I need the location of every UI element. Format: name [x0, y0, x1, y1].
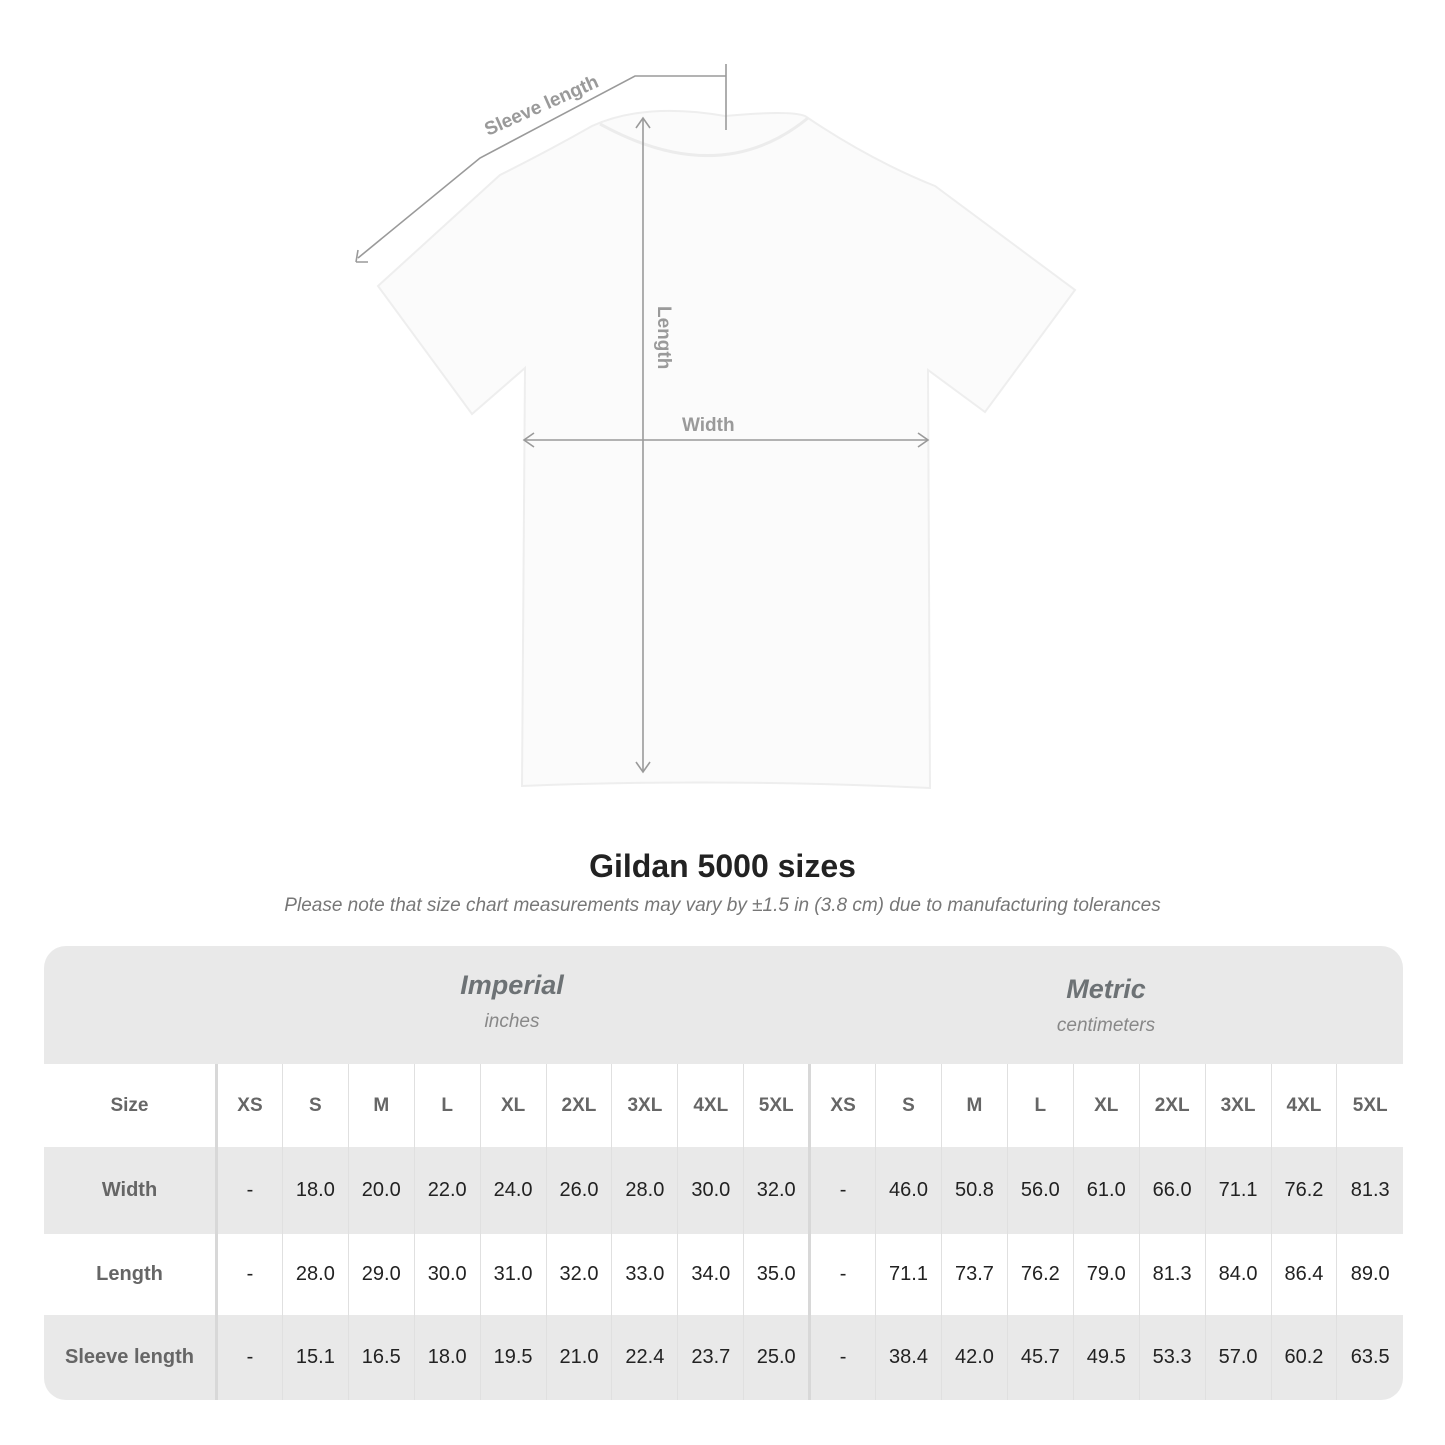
imperial-value: 30.0	[677, 1147, 744, 1234]
metric-size-3xl: 3XL	[1204, 1064, 1271, 1147]
length-label: Length	[653, 306, 674, 369]
size-label: Size	[44, 1064, 218, 1147]
metric-value: -	[808, 1315, 876, 1400]
metric-value: 53.3	[1138, 1315, 1206, 1400]
tshirt-diagram: Sleeve length Length Width	[355, 64, 1077, 790]
imperial-value: 35.0	[743, 1234, 810, 1315]
imperial-value: 28.0	[281, 1234, 349, 1315]
imperial-value: 18.0	[413, 1315, 481, 1400]
metric-value: 46.0	[875, 1147, 942, 1234]
row-label: Sleeve length	[44, 1315, 218, 1400]
imperial-value: 20.0	[347, 1147, 415, 1234]
metric-value: 61.0	[1072, 1147, 1140, 1234]
imperial-value: 19.5	[479, 1315, 547, 1400]
metric-value: 81.3	[1336, 1147, 1403, 1234]
tshirt-collar	[599, 116, 809, 157]
imperial-value: 32.0	[545, 1234, 612, 1315]
metric-value: 45.7	[1006, 1315, 1074, 1400]
metric-size-xs: XS	[808, 1064, 876, 1147]
imperial-value: 18.0	[281, 1147, 349, 1234]
imperial-value: 29.0	[347, 1234, 415, 1315]
metric-value: 60.2	[1270, 1315, 1337, 1400]
imperial-value: 30.0	[413, 1234, 481, 1315]
metric-value: 71.1	[875, 1234, 942, 1315]
imperial-size-xs: XS	[216, 1064, 283, 1147]
metric-title: Metric	[1066, 974, 1146, 1004]
imperial-value: -	[216, 1234, 283, 1315]
table-row: Width -18.0 20.0 22.0 24.0 26.0 28.0 30.0 32.0-4…	[44, 1147, 1403, 1234]
metric-value: 49.5	[1072, 1315, 1140, 1400]
metric-size-2xl: 2XL	[1138, 1064, 1206, 1147]
imperial-value: 22.4	[611, 1315, 678, 1400]
imperial-size-s: S	[281, 1064, 349, 1147]
metric-value: 56.0	[1006, 1147, 1074, 1234]
width-label: Width	[682, 415, 735, 436]
page-title: Gildan 5000 sizes	[589, 848, 856, 884]
metric-value: 63.5	[1336, 1315, 1403, 1400]
table-row: Sleeve length -15.1 16.5 18.0 19.5 21.0 22.4 23…	[44, 1315, 1403, 1400]
metric-value: 81.3	[1138, 1234, 1206, 1315]
imperial-header: Imperial inches	[215, 970, 809, 1033]
metric-value: 84.0	[1204, 1234, 1271, 1315]
imperial-value: 22.0	[413, 1147, 481, 1234]
sleeve-length-line	[357, 75, 726, 259]
metric-size-5xl: 5XL	[1336, 1064, 1403, 1147]
metric-size-m: M	[940, 1064, 1008, 1147]
metric-value: 86.4	[1270, 1234, 1337, 1315]
metric-value: -	[808, 1147, 876, 1234]
row-label: Length	[44, 1234, 218, 1315]
row-label: Width	[44, 1147, 218, 1234]
imperial-unit: inches	[484, 1011, 540, 1032]
imperial-value: 16.5	[347, 1315, 415, 1400]
imperial-size-2xl: 2XL	[545, 1064, 612, 1147]
imperial-size-xl: XL	[479, 1064, 547, 1147]
imperial-value: 26.0	[545, 1147, 612, 1234]
metric-header: Metric centimeters	[809, 974, 1403, 1037]
imperial-value: 32.0	[743, 1147, 810, 1234]
imperial-size-4xl: 4XL	[677, 1064, 744, 1147]
metric-value: 73.7	[940, 1234, 1008, 1315]
size-grid: Size XS S M L XL 2XL 3XL 4XL 5XL XS S M L XL 2XL 3XL 4XL 5…	[44, 1064, 1403, 1400]
metric-value: 76.2	[1006, 1234, 1074, 1315]
tolerance-note: Please note that size chart measurements…	[284, 895, 1161, 916]
metric-unit: centimeters	[1056, 1015, 1156, 1036]
imperial-size-l: L	[413, 1064, 481, 1147]
tshirt-shape	[376, 109, 1077, 790]
metric-value: 50.8	[940, 1147, 1008, 1234]
metric-size-4xl: 4XL	[1270, 1064, 1337, 1147]
imperial-value: 15.1	[281, 1315, 349, 1400]
imperial-size-5xl: 5XL	[743, 1064, 810, 1147]
imperial-title: Imperial	[460, 970, 564, 1000]
imperial-size-m: M	[347, 1064, 415, 1147]
metric-value: 57.0	[1204, 1315, 1271, 1400]
metric-value: 79.0	[1072, 1234, 1140, 1315]
metric-size-l: L	[1006, 1064, 1074, 1147]
metric-value: 38.4	[875, 1315, 942, 1400]
imperial-value: 24.0	[479, 1147, 547, 1234]
metric-value: 42.0	[940, 1315, 1008, 1400]
imperial-size-3xl: 3XL	[611, 1064, 678, 1147]
imperial-value: 34.0	[677, 1234, 744, 1315]
metric-size-s: S	[875, 1064, 942, 1147]
imperial-value: 23.7	[677, 1315, 744, 1400]
imperial-value: 21.0	[545, 1315, 612, 1400]
imperial-value: 33.0	[611, 1234, 678, 1315]
metric-size-xl: XL	[1072, 1064, 1140, 1147]
table-header: Imperial inches Metric centimeters	[44, 946, 1403, 1064]
metric-value: 71.1	[1204, 1147, 1271, 1234]
metric-value: 76.2	[1270, 1147, 1337, 1234]
imperial-value: 28.0	[611, 1147, 678, 1234]
size-header-row: Size XS S M L XL 2XL 3XL 4XL 5XL XS S M L XL 2XL 3XL 4XL 5…	[44, 1064, 1403, 1147]
imperial-value: 25.0	[743, 1315, 810, 1400]
imperial-value: -	[216, 1147, 283, 1234]
metric-value: 66.0	[1138, 1147, 1206, 1234]
imperial-value: -	[216, 1315, 283, 1400]
imperial-value: 31.0	[479, 1234, 547, 1315]
metric-value: 89.0	[1336, 1234, 1403, 1315]
table-row: Length -28.0 29.0 30.0 31.0 32.0 33.0 34.0 35.0-…	[44, 1234, 1403, 1315]
size-table: Imperial inches Metric centimeters Size X…	[44, 946, 1403, 1400]
metric-value: -	[808, 1234, 876, 1315]
